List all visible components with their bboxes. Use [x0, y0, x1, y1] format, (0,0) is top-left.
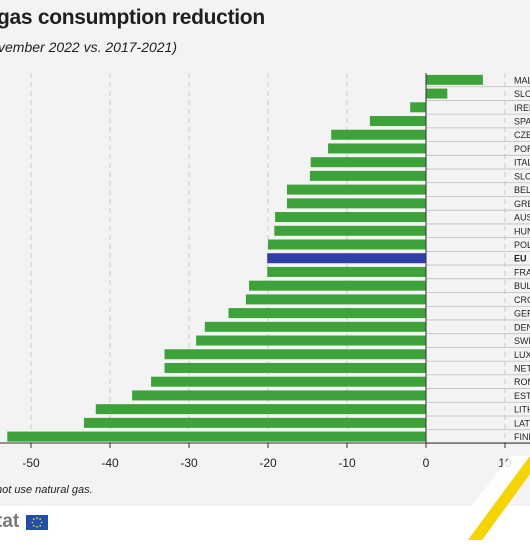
category-label: AUS — [514, 213, 530, 223]
bar — [164, 362, 426, 373]
bar — [369, 116, 426, 127]
bar — [245, 294, 426, 305]
bar — [331, 129, 426, 140]
bar — [228, 308, 426, 319]
footer-bar — [0, 506, 530, 556]
category-label: EU — [514, 254, 527, 264]
category-label: SPA — [514, 117, 530, 127]
footnote: not use natural gas. — [0, 484, 93, 496]
x-tick-label: -20 — [259, 456, 277, 470]
category-label: GER — [514, 309, 530, 319]
category-label: NET — [514, 363, 530, 373]
category-label: MAL — [514, 75, 530, 85]
category-label: BUL — [514, 281, 530, 291]
bar — [249, 280, 426, 291]
bar-eu — [267, 253, 426, 264]
bar — [267, 266, 426, 277]
bar — [204, 321, 426, 332]
bar — [151, 376, 426, 387]
category-label: GRE — [514, 199, 530, 209]
bar — [286, 198, 426, 209]
bar — [328, 143, 426, 154]
category-label: FINL — [514, 432, 530, 442]
x-tick-label: -50 — [22, 456, 40, 470]
bar — [275, 212, 426, 223]
bar — [196, 335, 426, 346]
category-label: HUN — [514, 226, 530, 236]
category-label: LATV — [514, 418, 530, 428]
bar — [426, 88, 448, 99]
category-label: EST — [514, 391, 530, 401]
bar — [410, 102, 426, 113]
bar — [310, 157, 426, 168]
bar — [286, 184, 426, 195]
x-tick-label: -40 — [101, 456, 119, 470]
category-label: POL — [514, 240, 530, 250]
page-subtitle: vember 2022 vs. 2017-2021) — [0, 39, 177, 55]
bar — [95, 404, 426, 415]
category-label: LUX — [514, 350, 530, 360]
x-tick-label: -30 — [180, 456, 198, 470]
x-tick-label: -10 — [338, 456, 356, 470]
bar — [7, 431, 427, 442]
category-label: CRO — [514, 295, 530, 305]
bar — [426, 74, 483, 85]
eu-flag-icon — [26, 515, 48, 530]
page-title: gas consumption reduction — [0, 6, 265, 29]
category-label: IREL — [514, 103, 530, 113]
bar — [268, 239, 426, 250]
x-tick-label: 0 — [423, 456, 430, 470]
category-label: SLOV — [514, 89, 530, 99]
brand-logo-text: tat — [0, 511, 20, 532]
bar — [83, 417, 427, 428]
category-label: CZEC — [514, 130, 530, 140]
bar — [274, 225, 426, 236]
category-label: ROM — [514, 377, 530, 387]
category-label: LITH — [514, 405, 530, 415]
x-tick-label: 10 — [498, 456, 512, 470]
bar — [132, 390, 426, 401]
category-label: POR — [514, 144, 530, 154]
bar — [164, 349, 426, 360]
category-label: SWE — [514, 336, 530, 346]
category-label: DEN — [514, 322, 530, 332]
category-label: FRA — [514, 267, 530, 277]
category-label: ITAL — [514, 158, 530, 168]
category-label: SLOV — [514, 171, 530, 181]
bar — [309, 170, 426, 181]
